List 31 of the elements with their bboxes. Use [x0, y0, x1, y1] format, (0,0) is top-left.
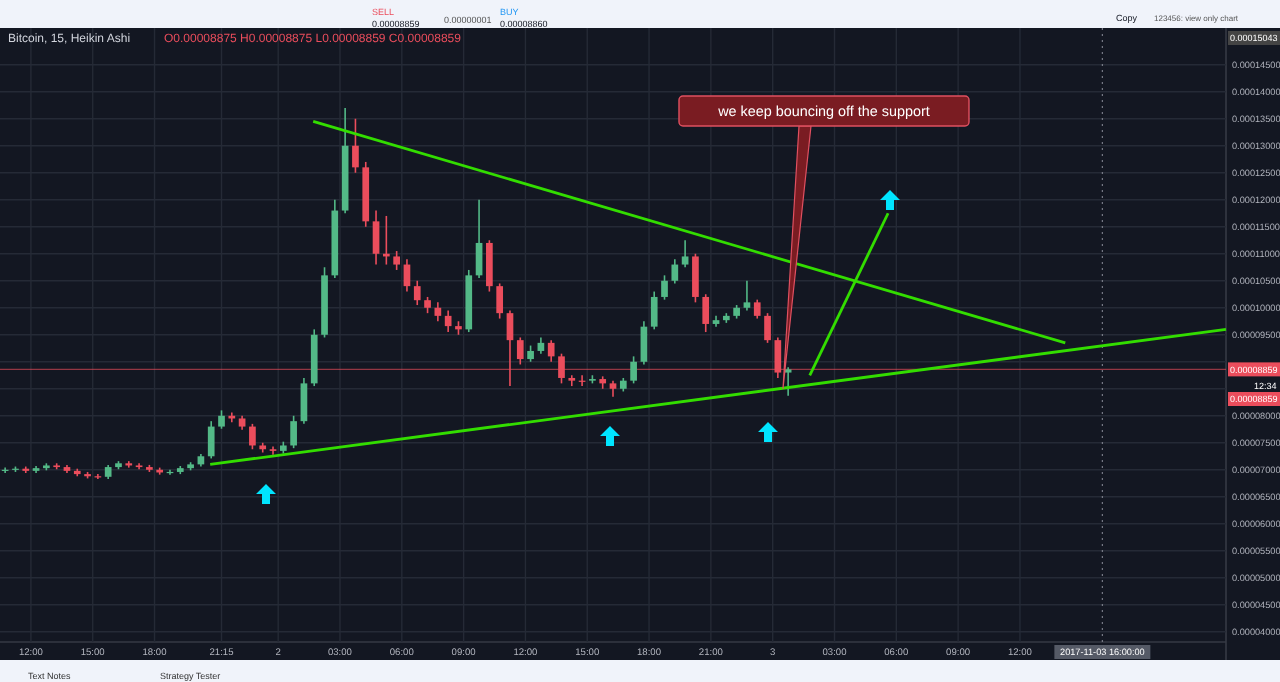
candlestick: [661, 274, 668, 301]
candlestick: [784, 366, 792, 397]
candlestick: [496, 282, 504, 320]
candlestick: [372, 209, 380, 266]
candlestick: [650, 290, 658, 331]
candlestick: [568, 374, 576, 387]
candlestick: [516, 336, 524, 366]
candlestick: [630, 355, 637, 385]
candlestick: [702, 293, 710, 333]
candlestick: [692, 252, 699, 304]
candlestick: [681, 239, 689, 269]
candlestick: [506, 309, 514, 387]
candlestick: [558, 352, 565, 385]
candlestick: [300, 377, 308, 425]
candlestick: [444, 309, 452, 333]
candlestick: [671, 258, 679, 285]
candlestick: [290, 414, 297, 449]
candlestick: [753, 298, 761, 320]
candlestick: [125, 460, 133, 469]
candlestick: [269, 445, 277, 456]
candlestick: [774, 336, 782, 379]
candlestick: [547, 339, 555, 363]
candlestick: [764, 312, 771, 344]
candlestick: [743, 279, 751, 312]
candlestick: [352, 117, 359, 174]
candlestick: [486, 239, 493, 293]
candlestick: [393, 250, 400, 271]
candlestick: [413, 279, 421, 306]
candlestick: [218, 409, 225, 430]
candlestick: [207, 420, 215, 460]
candlestick: [249, 423, 256, 451]
